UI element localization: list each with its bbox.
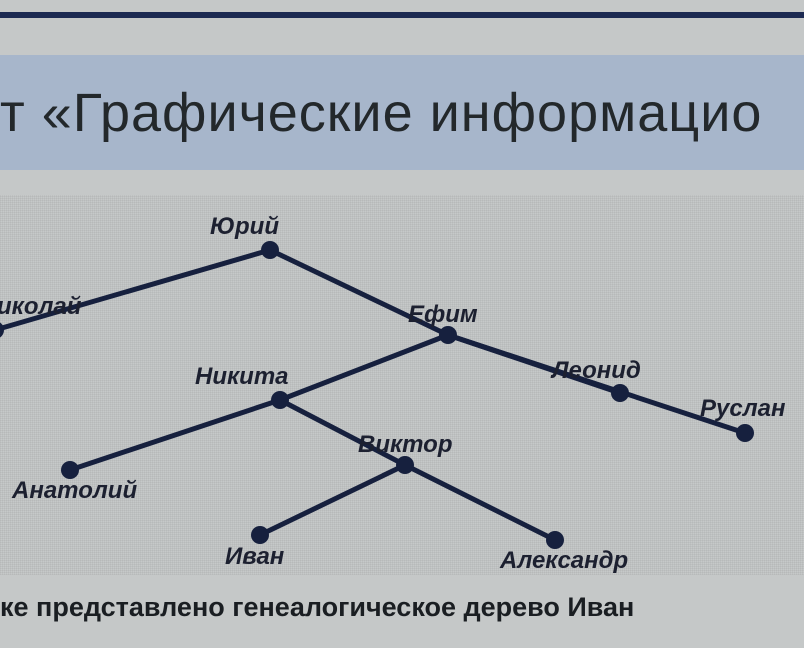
tree-node xyxy=(261,241,279,259)
tree-node xyxy=(251,526,269,544)
page-title: т «Графические информацио xyxy=(0,82,762,144)
top-rule xyxy=(0,12,804,18)
node-label-yuriy: Юрий xyxy=(210,213,279,241)
tree-node xyxy=(736,424,754,442)
tree-svg xyxy=(0,195,804,575)
node-label-nikita: Никита xyxy=(195,363,289,391)
node-label-ruslan: Руслан xyxy=(700,395,785,423)
tree-edge xyxy=(280,335,448,400)
node-label-ivan: Иван xyxy=(225,543,284,571)
title-band: т «Графические информацио xyxy=(0,55,804,170)
tree-node xyxy=(271,391,289,409)
caption-text: ке представлено генеалогическое дерево И… xyxy=(0,592,804,623)
tree-node xyxy=(0,321,4,339)
tree-node xyxy=(611,384,629,402)
node-label-aleksandr: Александр xyxy=(500,547,628,575)
node-label-efim: Ефим xyxy=(408,301,478,329)
caption-label: ке представлено генеалогическое дерево И… xyxy=(0,592,634,622)
tree-edge xyxy=(70,400,280,470)
node-label-viktor: Виктор xyxy=(358,431,453,459)
tree-edge xyxy=(405,465,555,540)
node-label-nikolay: иколай xyxy=(0,293,81,321)
tree-edge xyxy=(260,465,405,535)
node-label-anatoliy: Анатолий xyxy=(12,477,137,505)
node-label-leonid: Леонид xyxy=(552,357,641,385)
tree-diagram: Юрий иколай Ефим Никита Леонид Руслан Анатолий… xyxy=(0,195,804,575)
